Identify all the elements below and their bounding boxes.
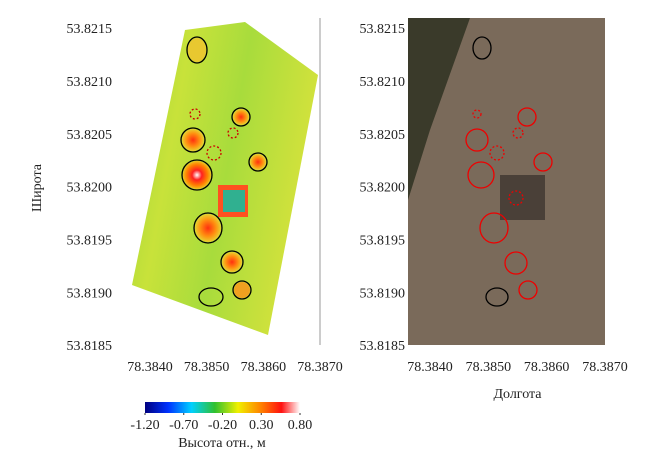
- y-tick-label: 53.8205: [67, 128, 113, 143]
- colorbar-tick-label: 0.80: [288, 418, 313, 433]
- y-tick-label: 53.8190: [67, 286, 113, 301]
- y-tick-label: 53.8185: [67, 339, 113, 354]
- elevation-map: [132, 18, 321, 345]
- y-tick-label: 53.8195: [67, 234, 113, 249]
- aerial-photo: [408, 18, 605, 345]
- x-tick-label: 78.3840: [127, 360, 173, 375]
- y-tick-label: 53.8190: [360, 286, 406, 301]
- x-tick-label: 78.3860: [524, 360, 570, 375]
- y-tick-label: 53.8185: [360, 339, 406, 354]
- colorbar-label: Высота отн., м: [178, 436, 266, 451]
- colorbar-tick-label: -1.20: [130, 418, 159, 433]
- x-tick-label: 78.3850: [466, 360, 512, 375]
- y-axis-label: Широта: [30, 163, 45, 212]
- colorbar-tick-label: -0.20: [208, 418, 237, 433]
- x-tick-label: 78.3860: [241, 360, 287, 375]
- y-tick-label: 53.8210: [67, 75, 113, 90]
- y-tick-label: 53.8205: [360, 128, 406, 143]
- x-tick-label: 78.3850: [184, 360, 230, 375]
- y-tick-label: 53.8215: [67, 22, 113, 37]
- y-tick-label: 53.8200: [67, 181, 113, 196]
- colorbar-tick-label: -0.70: [169, 418, 198, 433]
- y-tick-label: 53.8215: [360, 22, 406, 37]
- x-tick-label: 78.3840: [407, 360, 453, 375]
- x-tick-label: 78.3870: [582, 360, 628, 375]
- y-tick-label: 53.8200: [360, 181, 406, 196]
- x-axis-label: Долгота: [493, 387, 542, 402]
- colorbar: [145, 402, 300, 413]
- x-tick-label: 78.3870: [297, 360, 343, 375]
- y-tick-label: 53.8210: [360, 75, 406, 90]
- colorbar-tick-label: 0.30: [249, 418, 274, 433]
- y-tick-label: 53.8195: [360, 234, 406, 249]
